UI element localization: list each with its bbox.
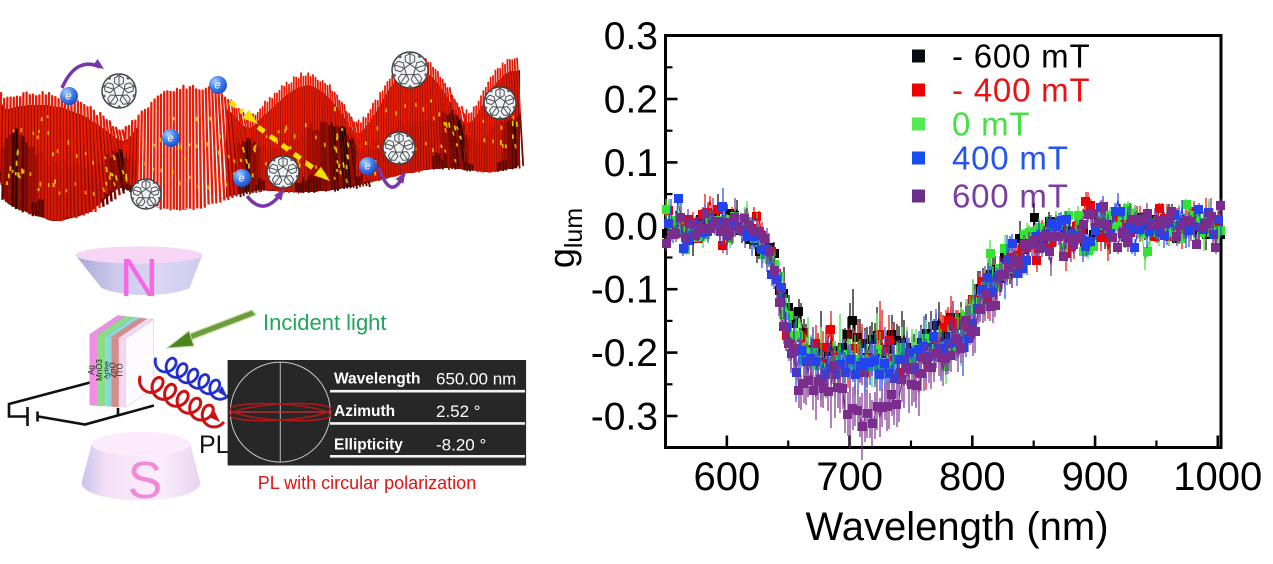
svg-text:ZnO: ZnO: [109, 362, 118, 378]
svg-text:Wavelength: Wavelength: [334, 371, 420, 388]
svg-text:N: N: [120, 248, 159, 308]
svg-text:PL: PL: [199, 431, 230, 459]
svg-text:S: S: [128, 452, 163, 510]
svg-text:Ellipticity: Ellipticity: [334, 436, 403, 453]
svg-text:Incident light: Incident light: [263, 310, 387, 335]
svg-text:0.2: 0.2: [604, 79, 658, 122]
svg-text:-0.3: -0.3: [591, 396, 658, 439]
svg-text:- 600 mT: - 600 mT: [952, 38, 1090, 75]
svg-text:0.3: 0.3: [604, 15, 658, 58]
svg-text:Wavelength (nm): Wavelength (nm): [805, 505, 1108, 549]
svg-text:900: 900: [1062, 455, 1129, 499]
svg-text:0.0: 0.0: [604, 205, 658, 248]
svg-text:- 400 mT: - 400 mT: [952, 72, 1090, 109]
svg-text:e: e: [167, 133, 173, 145]
svg-text:ITO: ITO: [116, 363, 125, 376]
svg-text:Active: Active: [104, 361, 111, 379]
svg-text:400 mT: 400 mT: [952, 140, 1069, 177]
svg-text:-0.2: -0.2: [591, 332, 658, 375]
svg-text:2.52 °: 2.52 °: [436, 402, 481, 421]
svg-text:e: e: [65, 91, 71, 103]
svg-text:Ag: Ag: [87, 365, 96, 375]
svg-text:600: 600: [693, 455, 760, 499]
svg-text:0 mT: 0 mT: [952, 106, 1030, 143]
svg-text:-8.20 °: -8.20 °: [436, 435, 486, 454]
svg-text:1000: 1000: [1173, 455, 1262, 499]
svg-text:700: 700: [816, 455, 883, 499]
svg-text:PL with circular polarization: PL with circular polarization: [258, 473, 476, 493]
svg-text:Azimuth: Azimuth: [334, 403, 395, 420]
svg-text:650.00 nm: 650.00 nm: [436, 370, 516, 389]
svg-text:MnO3: MnO3: [95, 359, 104, 381]
svg-text:e: e: [214, 80, 220, 92]
svg-text:800: 800: [939, 455, 1006, 499]
svg-text:e: e: [238, 173, 244, 185]
svg-text:600 mT: 600 mT: [952, 178, 1069, 215]
svg-text:e: e: [364, 161, 370, 173]
svg-text:0.1: 0.1: [604, 142, 658, 185]
svg-text:-0.1: -0.1: [591, 269, 658, 312]
